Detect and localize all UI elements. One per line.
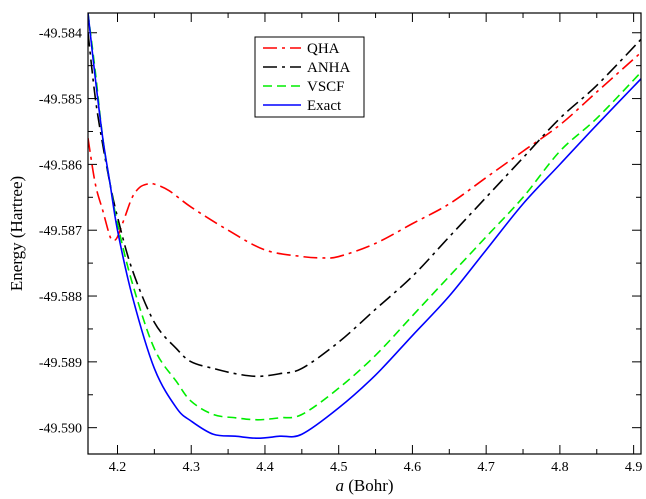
x-tick-label: 4.8 xyxy=(551,460,569,475)
x-tick-label: 4.4 xyxy=(256,460,274,475)
x-axis-title-unit: (Bohr) xyxy=(344,476,394,495)
x-tick-label: 4.5 xyxy=(330,460,348,475)
series-lines xyxy=(88,13,641,440)
y-tick-labels: -49.590 -49.589 -49.588 -49.587 -49.586 -49.5… xyxy=(39,27,82,437)
x-tick-label: 4.6 xyxy=(404,460,422,475)
x-tick-label: 4.2 xyxy=(109,460,127,475)
legend-label-qha: QHA xyxy=(307,41,340,57)
y-tick-label: -49.584 xyxy=(39,27,82,42)
x-tick-label: 4.3 xyxy=(182,460,200,475)
tick-marks xyxy=(88,13,641,454)
x-axis-title: a (Bohr) xyxy=(335,476,393,495)
y-tick-label: -49.589 xyxy=(39,356,82,371)
series-line-anha xyxy=(88,32,641,378)
y-tick-label: -49.590 xyxy=(39,422,82,437)
legend-box xyxy=(254,36,365,118)
legend-label-exact: Exact xyxy=(307,98,342,114)
y-tick-label: -49.587 xyxy=(39,224,82,239)
plot-frame xyxy=(87,12,642,455)
series-line-exact xyxy=(88,13,641,440)
x-tick-labels: 4.2 4.3 4.4 4.5 4.6 4.7 4.8 4.9 xyxy=(109,460,643,475)
y-tick-label: -49.588 xyxy=(39,290,82,305)
legend-label-anha: ANHA xyxy=(307,60,350,76)
y-tick-label: -49.585 xyxy=(39,93,82,108)
x-tick-label: 4.7 xyxy=(477,460,495,475)
y-axis-title: Energy (Hartree) xyxy=(7,176,26,291)
x-axis-title-variable: a xyxy=(335,476,344,495)
series-line-qha xyxy=(88,51,641,259)
x-tick-label: 4.9 xyxy=(625,460,643,475)
y-tick-label: -49.586 xyxy=(39,158,82,173)
legend-label-vscf: VSCF xyxy=(307,79,345,95)
legend: QHA ANHA VSCF Exact xyxy=(254,36,365,118)
